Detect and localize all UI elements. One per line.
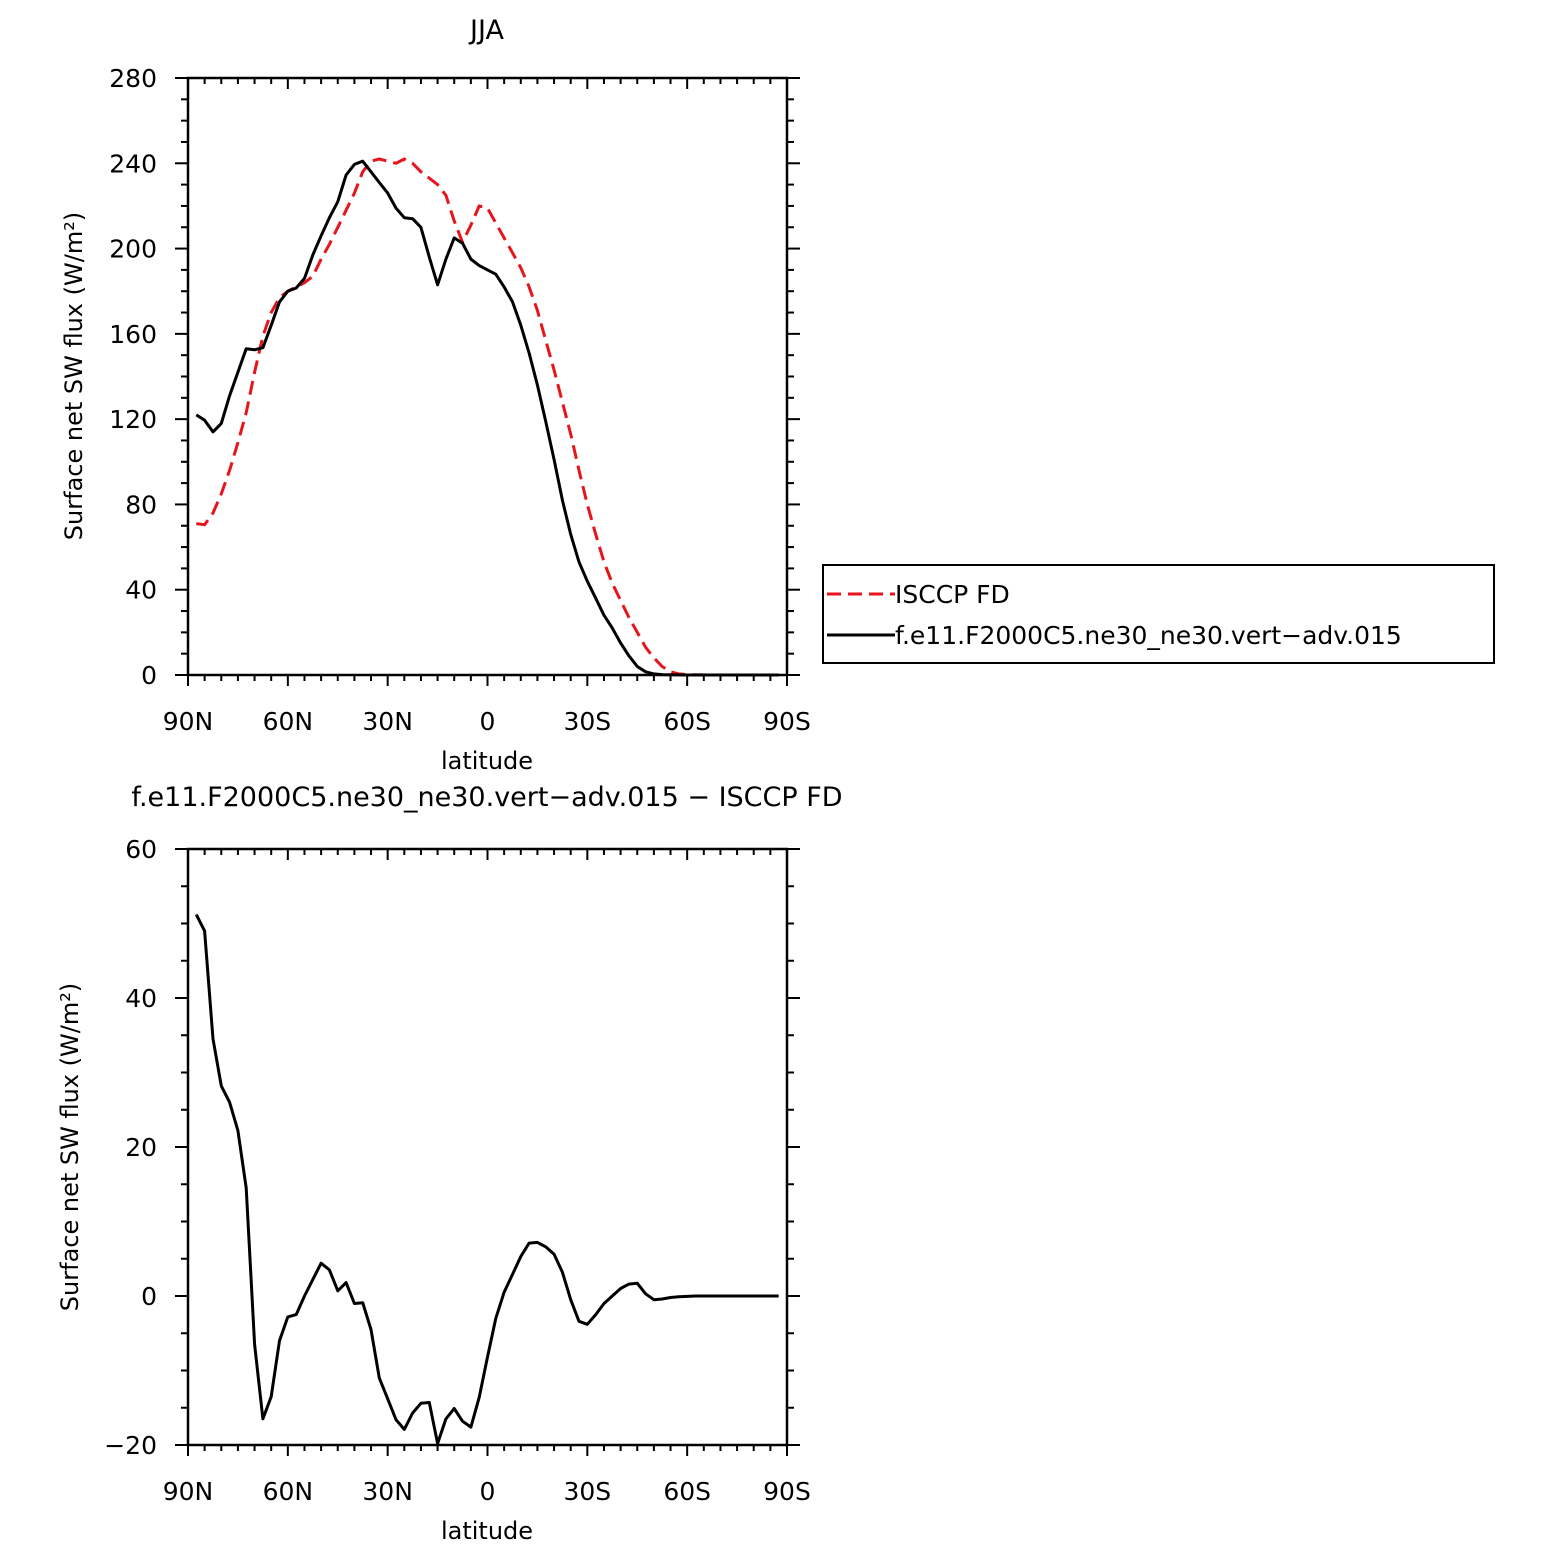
legend: ISCCP FD f.e11.F2000C5.ne30_ne30.vert−ad…: [822, 564, 1495, 664]
bottom-series-layer: [194, 913, 779, 1445]
top-x-tick-label: 90N: [163, 707, 214, 736]
top-y-tick-label: 280: [109, 64, 157, 93]
bottom-y-tick-labels: −20 0 20 40 60: [104, 835, 157, 1460]
top-x-tick-label: 30N: [362, 707, 413, 736]
bottom-y-tick-label: 60: [125, 835, 157, 864]
top-y-axis-label: Surface net SW flux (W/m²): [60, 212, 88, 540]
bottom-x-tick-label: 60N: [263, 1477, 314, 1506]
top-y-tick-label: 240: [109, 149, 157, 178]
bottom-x-tick-label: 0: [480, 1477, 496, 1506]
legend-box: [822, 564, 1495, 664]
top-x-axis-label: latitude: [441, 747, 533, 775]
bottom-series-line-model: [194, 913, 779, 1445]
bottom-x-tick-labels: 90N 60N 30N 0 30S 60S 90S: [163, 1477, 811, 1506]
bottom-y-tick-label: −20: [104, 1431, 157, 1460]
bottom-plot-frame: [186, 847, 789, 1447]
bottom-x-tick-label: 30N: [362, 1477, 413, 1506]
top-y-tick-label: 0: [141, 661, 157, 690]
top-x-tick-label: 60S: [663, 707, 711, 736]
bottom-x-tick-label: 90N: [163, 1477, 214, 1506]
bottom-x-tick-label: 30S: [563, 1477, 611, 1506]
bottom-y-axis-label: Surface net SW flux (W/m²): [56, 983, 84, 1311]
top-x-tick-label: 60N: [263, 707, 314, 736]
top-series-line-model: [195, 159, 779, 677]
bottom-axis-ticks: [175, 848, 800, 1456]
bottom-y-tick-label: 40: [125, 984, 157, 1013]
bottom-y-tick-label: 20: [125, 1133, 157, 1162]
top-plot-frame: [186, 76, 789, 677]
top-x-tick-labels: 90N 60N 30N 0 30S 60S 90S: [163, 707, 811, 736]
top-series-line-isccp: [196, 157, 779, 677]
bottom-panel: f.e11.F2000C5.ne30_ne30.vert−adv.015 − I…: [56, 782, 843, 1545]
bottom-y-tick-label: 0: [141, 1282, 157, 1311]
top-x-tick-label: 90S: [763, 707, 811, 736]
top-panel: JJA 90N 60N 30N 0 30S 60S 90S 0 40 80 120 160 200 24…: [60, 15, 1495, 775]
bottom-x-axis-label: latitude: [441, 1517, 533, 1545]
bottom-chart-title: f.e11.F2000C5.ne30_ne30.vert−adv.015 − I…: [131, 782, 842, 813]
top-x-tick-label: 0: [480, 707, 496, 736]
top-y-tick-label: 80: [125, 490, 157, 519]
top-series-layer: [195, 157, 779, 677]
top-chart-title: JJA: [468, 15, 504, 46]
bottom-x-tick-label: 90S: [763, 1477, 811, 1506]
bottom-x-tick-label: 60S: [663, 1477, 711, 1506]
top-y-tick-label: 200: [109, 235, 157, 264]
top-x-tick-label: 30S: [563, 707, 611, 736]
top-axis-ticks: [175, 77, 800, 686]
top-y-tick-labels: 0 40 80 120 160 200 240 280: [109, 64, 157, 690]
top-y-tick-label: 160: [109, 320, 157, 349]
legend-label-model: f.e11.F2000C5.ne30_ne30.vert−adv.015: [895, 621, 1402, 650]
legend-label-isccp: ISCCP FD: [895, 580, 1010, 609]
top-y-tick-label: 120: [109, 405, 157, 434]
top-y-tick-label: 40: [125, 576, 157, 605]
